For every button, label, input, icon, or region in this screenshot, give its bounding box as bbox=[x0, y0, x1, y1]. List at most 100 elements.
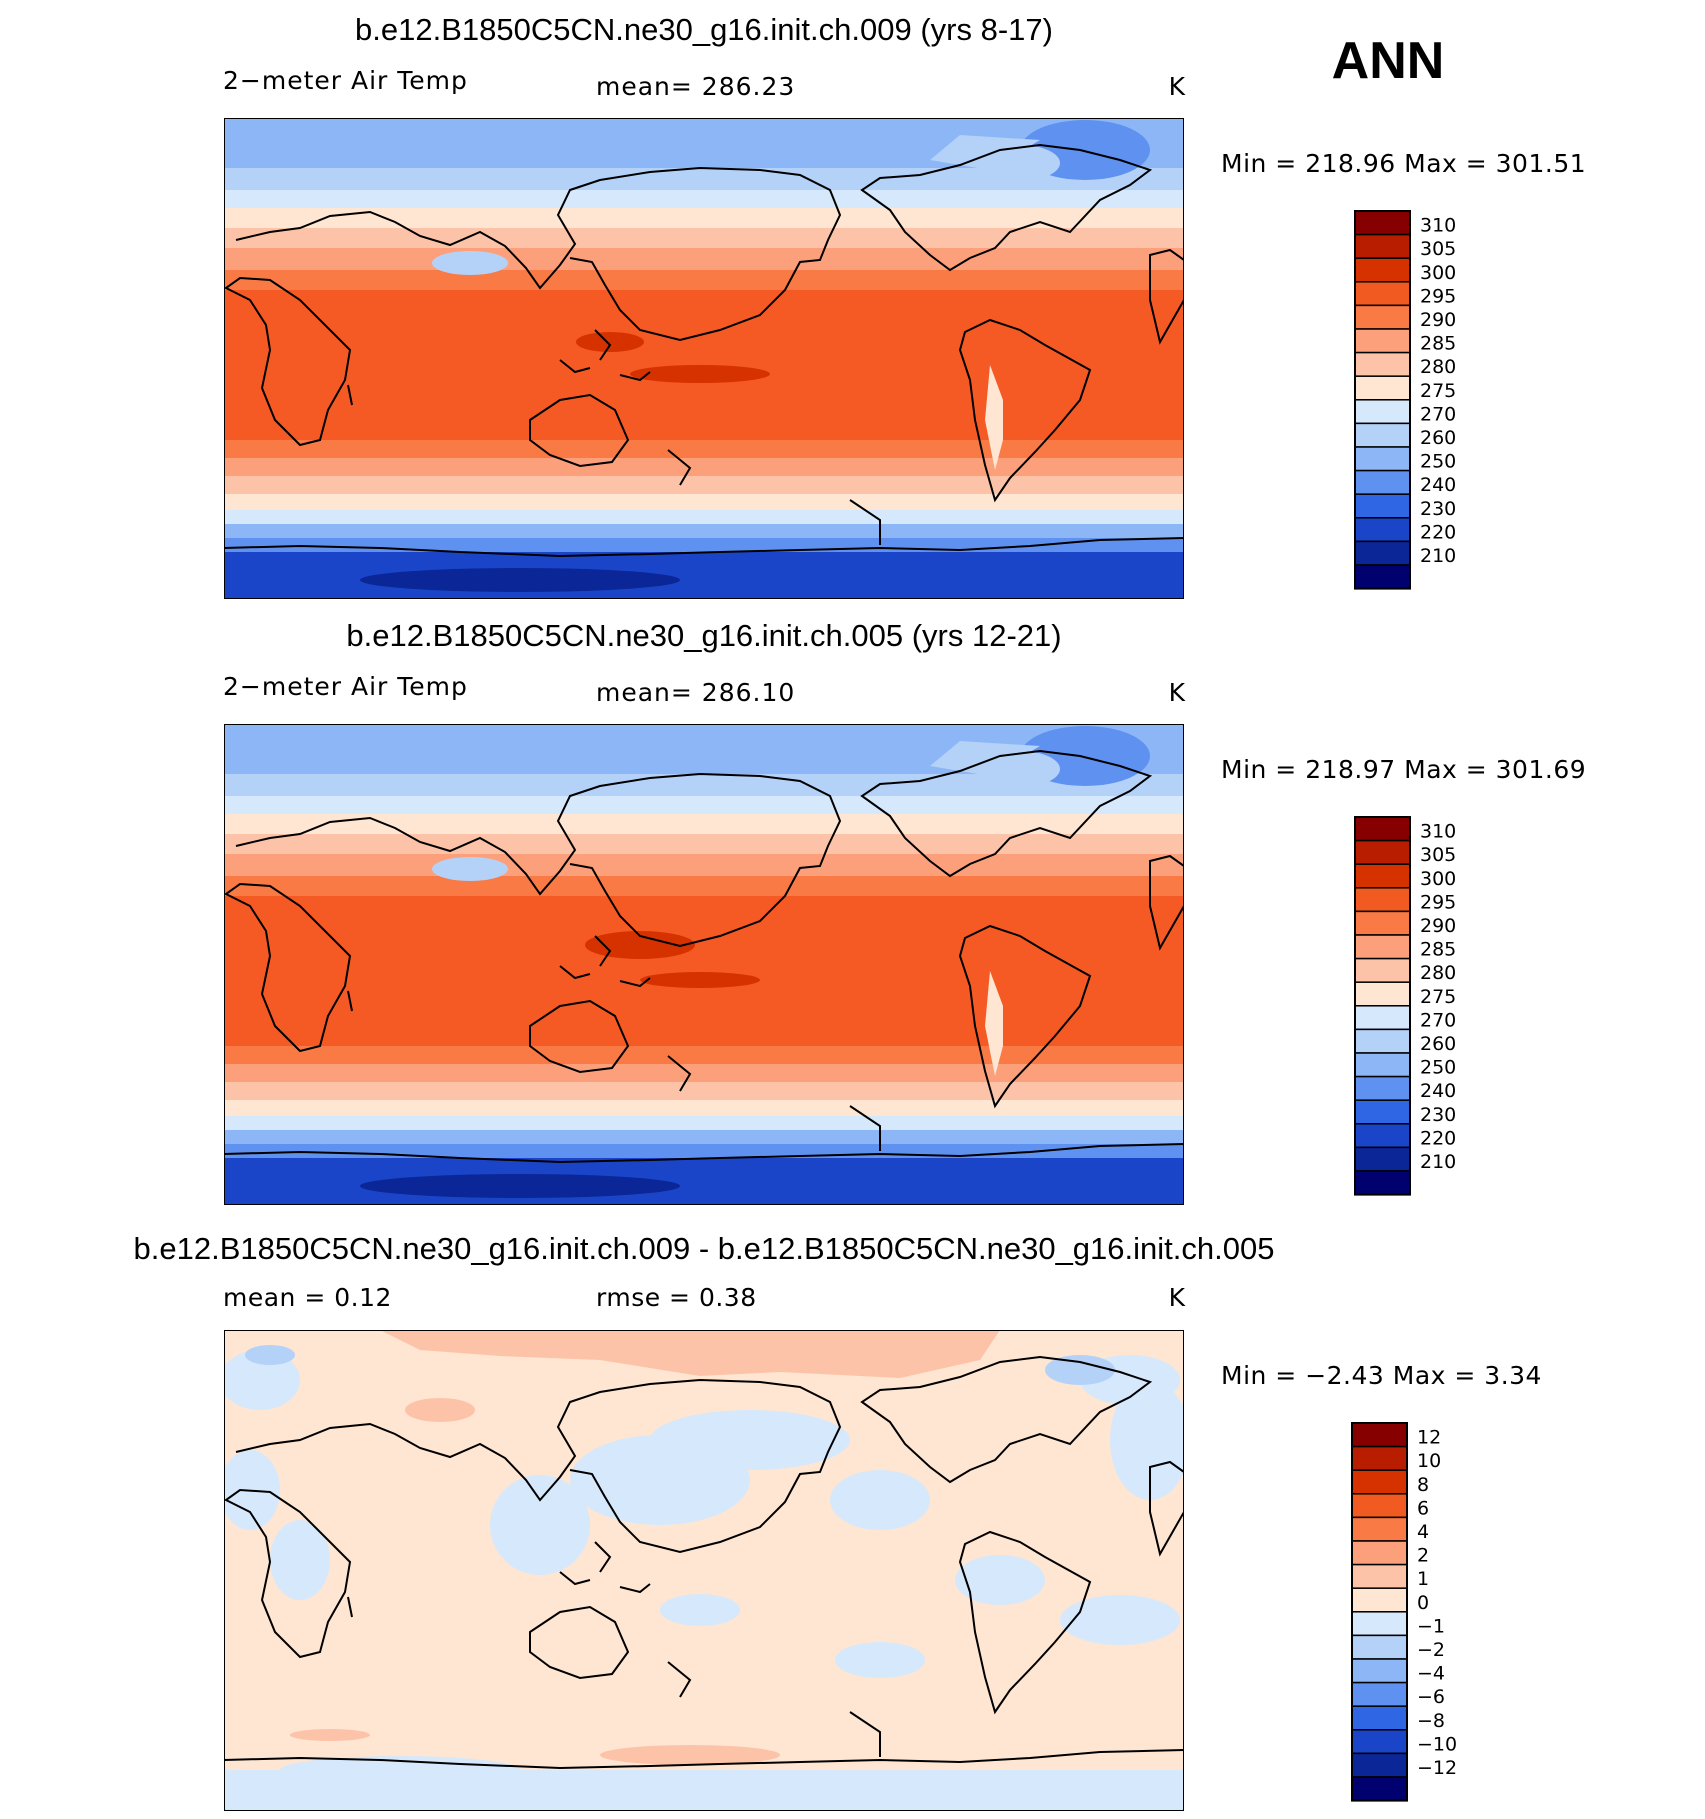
min-max-label: Min = 218.97 Max = 301.69 bbox=[1221, 755, 1586, 784]
panel-control: b.e12.B1850C5CN.ne30_g16.init.ch.005 (yr… bbox=[223, 618, 1586, 1205]
colorbar-tick-label: 275 bbox=[1420, 986, 1456, 1008]
colorbar-tick-label: 12 bbox=[1417, 1427, 1441, 1449]
colorbar-tick-label: −6 bbox=[1417, 1686, 1445, 1708]
colorbar-tick-label: 240 bbox=[1420, 474, 1456, 496]
colorbar: 3103053002952902852802752702602502402302… bbox=[1354, 210, 1456, 590]
colorbar-swatch bbox=[1354, 816, 1411, 842]
variable-label: 2−meter Air Temp bbox=[223, 66, 468, 95]
variable-label: 2−meter Air Temp bbox=[223, 672, 468, 701]
colorbar-tick-label: 305 bbox=[1420, 844, 1456, 866]
colorbar-swatch bbox=[1351, 1493, 1408, 1519]
colorbar-swatch bbox=[1354, 564, 1411, 590]
colorbar-tick-label: 4 bbox=[1417, 1521, 1429, 1543]
colorbar-swatch bbox=[1354, 1123, 1411, 1149]
colorbar-tick-label: 290 bbox=[1420, 309, 1456, 331]
colorbar-swatch bbox=[1351, 1776, 1408, 1802]
colorbar-swatch bbox=[1354, 934, 1411, 960]
colorbar-tick-label: 210 bbox=[1420, 1151, 1456, 1173]
colorbar-tick-label: 230 bbox=[1420, 1104, 1456, 1126]
colorbar-tick-label: 300 bbox=[1420, 868, 1456, 890]
colorbar-swatch bbox=[1351, 1469, 1408, 1495]
colorbar-swatch bbox=[1351, 1681, 1408, 1707]
colorbar-swatch bbox=[1354, 493, 1411, 519]
colorbar-tick-label: 0 bbox=[1417, 1592, 1429, 1614]
colorbar-tick-label: 260 bbox=[1420, 427, 1456, 449]
colorbar-swatch bbox=[1354, 1075, 1411, 1101]
colorbar-tick-label: 260 bbox=[1420, 1033, 1456, 1055]
panel-case: b.e12.B1850C5CN.ne30_g16.init.ch.009 (yr… bbox=[223, 12, 1586, 599]
colorbar-swatch bbox=[1354, 981, 1411, 1007]
colorbar-tick-label: 6 bbox=[1417, 1497, 1429, 1519]
colorbar-tick-label: 240 bbox=[1420, 1080, 1456, 1102]
colorbar-tick-label: −8 bbox=[1417, 1710, 1445, 1732]
colorbar-swatch bbox=[1351, 1729, 1408, 1755]
colorbar-swatch bbox=[1354, 1052, 1411, 1078]
rmse-label: rmse = 0.38 bbox=[596, 1283, 757, 1312]
temperature-map bbox=[224, 724, 1184, 1205]
colorbar-swatch bbox=[1351, 1422, 1408, 1448]
colorbar-swatch bbox=[1354, 839, 1411, 865]
colorbar-tick-label: 270 bbox=[1420, 1009, 1456, 1031]
colorbar-tick-label: 2 bbox=[1417, 1545, 1429, 1567]
colorbar-swatch bbox=[1354, 399, 1411, 425]
min-max-label: Min = 218.96 Max = 301.51 bbox=[1221, 149, 1586, 178]
colorbar-swatch bbox=[1351, 1587, 1408, 1613]
colorbar-swatch bbox=[1351, 1540, 1408, 1566]
colorbar: 3103053002952902852802752702602502402302… bbox=[1354, 816, 1456, 1196]
colorbar-tick-label: 290 bbox=[1420, 915, 1456, 937]
colorbar-tick-label: 305 bbox=[1420, 238, 1456, 260]
mean-label: mean = 0.12 bbox=[223, 1283, 392, 1312]
colorbar-tick-label: 230 bbox=[1420, 498, 1456, 520]
colorbar-tick-label: −2 bbox=[1417, 1639, 1445, 1661]
panel-title: b.e12.B1850C5CN.ne30_g16.init.ch.009 (yr… bbox=[355, 12, 1053, 47]
colorbar-tick-label: 220 bbox=[1420, 1127, 1456, 1149]
colorbar-tick-label: −10 bbox=[1417, 1733, 1457, 1755]
colorbar-swatch bbox=[1354, 281, 1411, 307]
colorbar-tick-label: 210 bbox=[1420, 545, 1456, 567]
colorbar-tick-label: 300 bbox=[1420, 262, 1456, 284]
colorbar-tick-label: 270 bbox=[1420, 403, 1456, 425]
colorbar-tick-label: 310 bbox=[1420, 821, 1456, 843]
colorbar-tick-label: −12 bbox=[1417, 1757, 1457, 1779]
colorbar-swatch bbox=[1351, 1563, 1408, 1589]
colorbar-tick-label: 295 bbox=[1420, 285, 1456, 307]
colorbar-tick-label: 295 bbox=[1420, 891, 1456, 913]
colorbar-swatch bbox=[1351, 1634, 1408, 1660]
colorbar-swatch bbox=[1351, 1705, 1408, 1731]
colorbar-swatch bbox=[1354, 257, 1411, 283]
colorbar-tick-label: 310 bbox=[1420, 215, 1456, 237]
colorbar-swatch bbox=[1354, 1170, 1411, 1196]
panel-title: b.e12.B1850C5CN.ne30_g16.init.ch.009 - b… bbox=[134, 1231, 1275, 1266]
colorbar-swatch bbox=[1354, 210, 1411, 236]
colorbar-swatch bbox=[1354, 351, 1411, 377]
colorbar-swatch bbox=[1351, 1445, 1408, 1471]
colorbar-swatch bbox=[1354, 517, 1411, 543]
colorbar-tick-label: 280 bbox=[1420, 962, 1456, 984]
colorbar-tick-label: 285 bbox=[1420, 939, 1456, 961]
colorbar-swatch bbox=[1354, 1099, 1411, 1125]
season-label: ANN bbox=[1332, 32, 1445, 90]
colorbar-swatch bbox=[1354, 422, 1411, 448]
colorbar-swatch bbox=[1354, 540, 1411, 566]
colorbar-swatch bbox=[1351, 1611, 1408, 1637]
colorbar-tick-label: 220 bbox=[1420, 521, 1456, 543]
difference-map bbox=[224, 1330, 1184, 1811]
colorbar-frame bbox=[1354, 210, 1411, 590]
colorbar-swatch bbox=[1354, 910, 1411, 936]
colorbar-swatch bbox=[1354, 469, 1411, 495]
colorbar-swatch bbox=[1354, 1028, 1411, 1054]
units-label: K bbox=[1169, 72, 1186, 101]
colorbar-swatch bbox=[1354, 233, 1411, 259]
colorbar-frame bbox=[1354, 816, 1411, 1196]
colorbar-swatch bbox=[1354, 863, 1411, 889]
colorbar-swatch bbox=[1354, 304, 1411, 330]
colorbar-swatch bbox=[1354, 1146, 1411, 1172]
mean-label: mean= 286.10 bbox=[596, 678, 795, 707]
colorbar-swatch bbox=[1354, 375, 1411, 401]
colorbar-swatch bbox=[1354, 446, 1411, 472]
colorbar-tick-label: 275 bbox=[1420, 380, 1456, 402]
min-max-label: Min = −2.43 Max = 3.34 bbox=[1221, 1361, 1542, 1390]
colorbar-tick-label: 285 bbox=[1420, 333, 1456, 355]
